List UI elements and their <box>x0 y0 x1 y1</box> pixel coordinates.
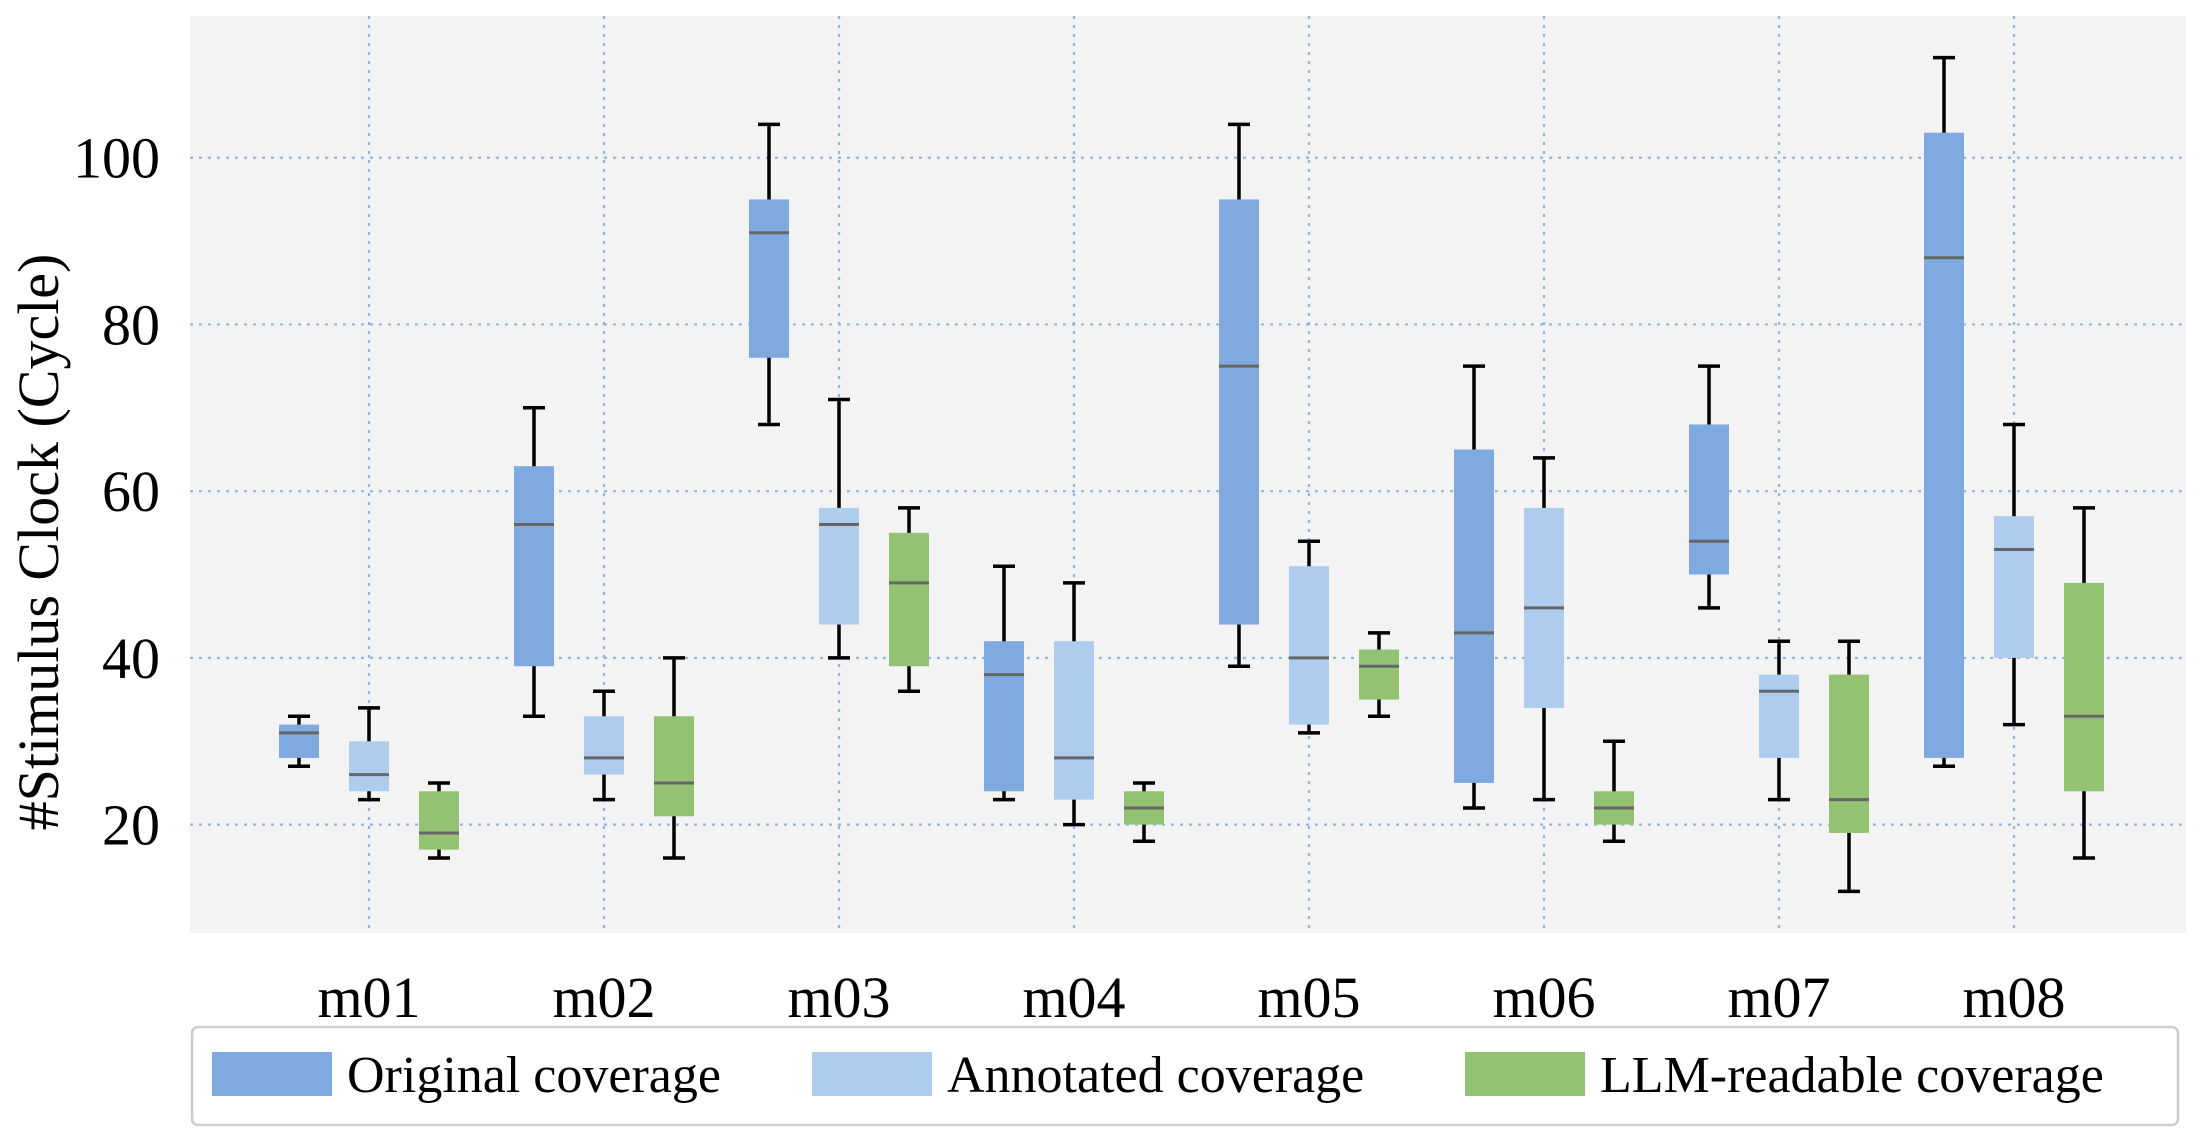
box-body <box>984 641 1024 792</box>
box-original-coverage-m03 <box>749 122 789 427</box>
box-llm-readable-coverage-m01 <box>419 781 459 860</box>
x-tick-label-m08: m08 <box>1962 965 2065 1030</box>
legend-label: Annotated coverage <box>947 1047 1364 1104</box>
box-body <box>1924 132 1964 758</box>
box-original-coverage-m08 <box>1924 55 1964 769</box>
box-original-coverage-m05 <box>1219 122 1259 668</box>
box-llm-readable-coverage-m06 <box>1594 739 1634 844</box>
box-body <box>514 466 554 667</box>
legend-frame <box>190 1025 2180 1127</box>
box-body <box>1829 674 1869 833</box>
legend-entry-original-coverage: Original coverage <box>212 1047 721 1104</box>
box-original-coverage-m02 <box>514 406 554 719</box>
y-tick-label-80: 80 <box>102 292 160 357</box>
legend-swatch <box>212 1052 332 1096</box>
y-tick-label-60: 60 <box>102 459 160 524</box>
box-body <box>1759 674 1799 758</box>
axis-layer: 20 40 60 80 100 m01 m02 m03 m04 m05 m06 m07 m08 <box>73 126 2066 1030</box>
box-body <box>819 507 859 625</box>
box-body <box>1359 649 1399 700</box>
box-body <box>1054 641 1094 800</box>
legend-label: LLM-readable coverage <box>1600 1047 2104 1104</box>
legend: Original coverage Annotated coverage LLM-r… <box>190 1025 2180 1127</box>
x-tick-label-m05: m05 <box>1257 965 1360 1030</box>
legend-items: Original coverage Annotated coverage LLM-r… <box>212 1047 2104 1104</box>
legend-entry-llm-readable-coverage: LLM-readable coverage <box>1465 1047 2104 1104</box>
y-tick-label-100: 100 <box>73 126 160 191</box>
x-tick-label-m04: m04 <box>1022 965 1125 1030</box>
x-tick-label-m03: m03 <box>787 965 890 1030</box>
box-llm-readable-coverage-m08 <box>2064 506 2104 860</box>
x-tick-label-m01: m01 <box>317 965 420 1030</box>
x-tick-label-m07: m07 <box>1727 965 1830 1030</box>
y-tick-label-40: 40 <box>102 626 160 691</box>
box-llm-readable-coverage-m07 <box>1829 639 1869 894</box>
legend-label: Original coverage <box>347 1047 721 1104</box>
legend-swatch <box>812 1052 932 1096</box>
box-body <box>889 532 929 667</box>
y-tick-label-20: 20 <box>102 793 160 858</box>
plot-area-background <box>190 16 2186 933</box>
box-body <box>1994 516 2034 658</box>
box-body <box>1219 199 1259 625</box>
box-annotated-coverage-m03 <box>819 397 859 660</box>
x-tick-label-m06: m06 <box>1492 965 1595 1030</box>
legend-entry-annotated-coverage: Annotated coverage <box>812 1047 1364 1104</box>
box-annotated-coverage-m05 <box>1289 539 1329 735</box>
box-layer <box>279 55 2104 894</box>
x-tick-label-m02: m02 <box>552 965 655 1030</box>
box-body <box>349 741 389 792</box>
box-original-coverage-m06 <box>1454 364 1494 810</box>
box-original-coverage-m01 <box>279 714 319 769</box>
box-body <box>419 791 459 850</box>
y-axis-title: #Stimulus Clock (Cycle) <box>6 254 71 831</box>
box-body <box>749 199 789 358</box>
box-llm-readable-coverage-m05 <box>1359 631 1399 719</box>
box-annotated-coverage-m04 <box>1054 581 1094 827</box>
box-body <box>654 716 694 817</box>
box-annotated-coverage-m01 <box>349 706 389 802</box>
box-llm-readable-coverage-m03 <box>889 506 929 693</box>
box-annotated-coverage-m02 <box>584 689 624 802</box>
box-body <box>1454 449 1494 783</box>
box-llm-readable-coverage-m02 <box>654 656 694 860</box>
box-body <box>279 724 319 758</box>
box-annotated-coverage-m08 <box>1994 422 2034 727</box>
box-body <box>584 716 624 775</box>
box-original-coverage-m04 <box>984 564 1024 802</box>
box-body <box>1289 566 1329 725</box>
box-llm-readable-coverage-m04 <box>1124 781 1164 844</box>
box-body <box>1689 424 1729 575</box>
box-original-coverage-m07 <box>1689 364 1729 610</box>
legend-swatch <box>1465 1052 1585 1096</box>
box-body <box>2064 582 2104 792</box>
box-annotated-coverage-m07 <box>1759 639 1799 802</box>
box-annotated-coverage-m06 <box>1524 456 1564 802</box>
